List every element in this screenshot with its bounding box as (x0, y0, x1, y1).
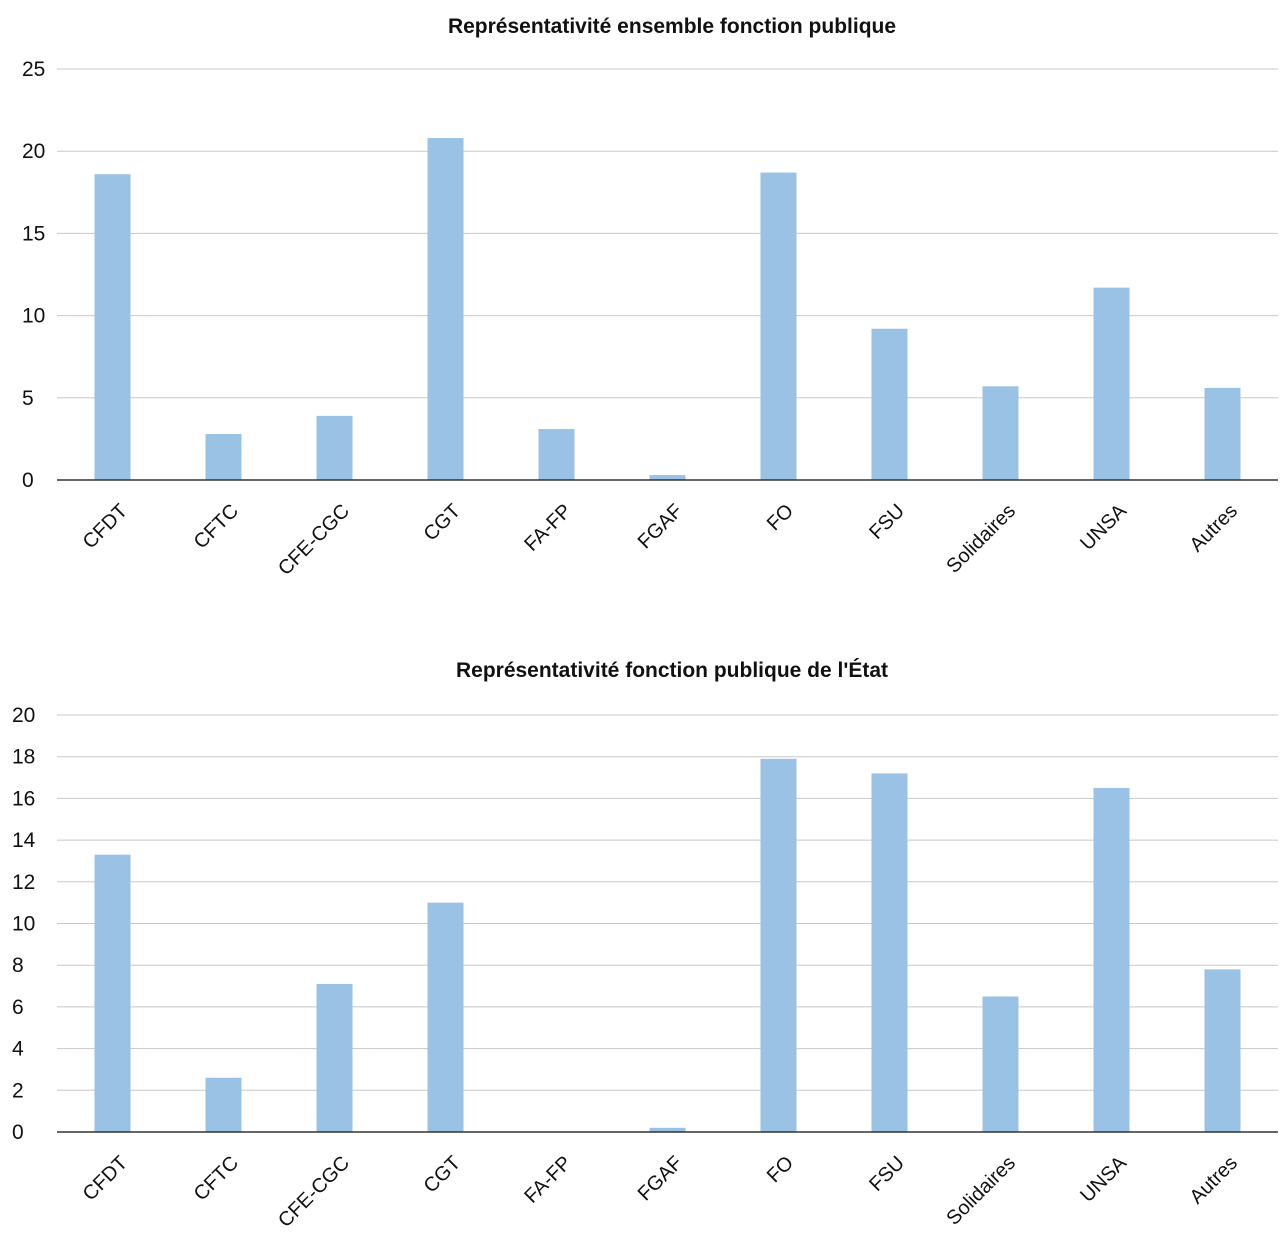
y-tick-label: 18 (12, 746, 35, 769)
bar-fo (760, 172, 797, 480)
bar-cfe-cgc (316, 415, 353, 480)
bar-fsu (871, 328, 908, 480)
y-tick-label: 5 (22, 387, 34, 410)
x-tick-label: FO (763, 500, 798, 535)
x-tick-label: Solidaires (942, 500, 1020, 578)
y-tick-label: 20 (22, 140, 45, 163)
bar-autres (1204, 969, 1241, 1132)
bar-unsa (1093, 287, 1130, 480)
bar-solidaires (982, 386, 1019, 480)
y-tick-label: 0 (22, 469, 34, 492)
x-tick-label: CFE-CGC (274, 500, 354, 580)
bar-cfdt (94, 174, 131, 480)
bar-fgaf (649, 1127, 686, 1132)
bar-cfe-cgc (316, 983, 353, 1132)
chart-title: Représentativité ensemble fonction publi… (448, 15, 896, 38)
x-tick-label: FSU (865, 500, 909, 544)
x-tick-label: CFDT (79, 1152, 132, 1205)
x-tick-label: CFTC (190, 500, 243, 553)
x-tick-label: CGT (420, 500, 465, 545)
bar-cgt (427, 138, 464, 480)
x-tick-label: CGT (420, 1152, 465, 1197)
y-tick-label: 20 (12, 704, 35, 727)
y-tick-label: 16 (12, 787, 35, 810)
y-tick-label: 8 (12, 954, 24, 977)
x-tick-label: FGAF (634, 1152, 687, 1205)
chart-fonction-publique-etat: Représentativité fonction publique de l'… (12, 659, 1278, 1232)
y-tick-label: 2 (12, 1079, 24, 1102)
bar-cftc (205, 1077, 242, 1132)
y-tick-label: 10 (22, 305, 45, 328)
x-tick-label: FGAF (634, 500, 687, 553)
y-tick-label: 4 (12, 1038, 24, 1061)
chart-ensemble-fonction-publique: Représentativité ensemble fonction publi… (22, 15, 1278, 580)
bar-cftc (205, 433, 242, 480)
x-tick-label: UNSA (1076, 500, 1131, 555)
bar-unsa (1093, 787, 1130, 1132)
x-tick-label: CFE-CGC (274, 1152, 354, 1232)
bar-cgt (427, 902, 464, 1132)
bar-fsu (871, 773, 908, 1132)
x-tick-label: FSU (865, 1152, 909, 1196)
y-tick-label: 25 (22, 58, 45, 81)
x-tick-label: Solidaires (942, 1152, 1020, 1230)
bar-fgaf (649, 475, 686, 480)
chart-title: Représentativité fonction publique de l'… (456, 659, 888, 682)
x-tick-label: FO (763, 1152, 798, 1187)
bar-fo (760, 758, 797, 1132)
x-tick-label: UNSA (1076, 1152, 1131, 1207)
bar-cfdt (94, 854, 131, 1132)
x-tick-label: CFTC (190, 1152, 243, 1205)
y-tick-label: 12 (12, 871, 35, 894)
x-tick-label: Autres (1186, 500, 1242, 556)
x-tick-label: FA-FP (520, 1152, 576, 1208)
y-tick-label: 0 (12, 1121, 24, 1144)
y-tick-label: 10 (12, 913, 35, 936)
y-tick-label: 14 (12, 829, 36, 852)
x-tick-label: Autres (1186, 1152, 1242, 1208)
x-tick-label: FA-FP (520, 500, 576, 556)
y-tick-label: 6 (12, 996, 24, 1019)
bar-fa-fp (538, 429, 575, 480)
bar-autres (1204, 387, 1241, 480)
bar-solidaires (982, 996, 1019, 1132)
y-tick-label: 15 (22, 222, 45, 245)
x-tick-label: CFDT (79, 500, 132, 553)
